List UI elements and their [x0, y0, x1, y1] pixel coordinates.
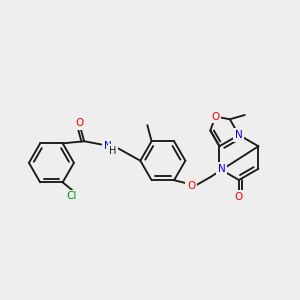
Text: Cl: Cl [66, 191, 76, 201]
Text: H: H [109, 146, 117, 156]
Text: N: N [104, 140, 112, 151]
Text: N: N [235, 130, 243, 140]
Text: O: O [235, 192, 243, 202]
Text: N: N [218, 164, 226, 174]
Text: O: O [211, 112, 219, 122]
Text: O: O [187, 181, 195, 190]
Text: O: O [76, 118, 84, 128]
